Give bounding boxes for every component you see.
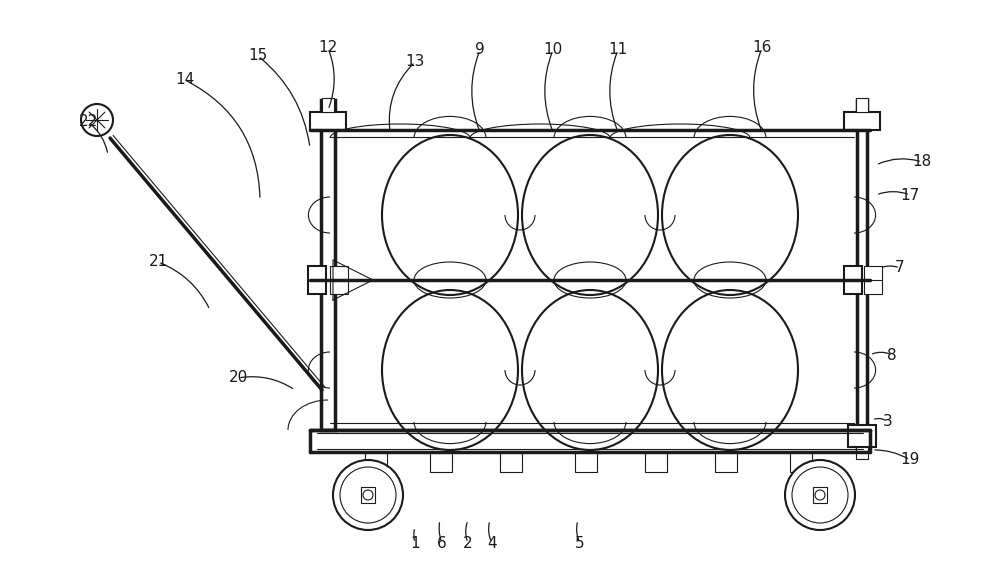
Text: 21: 21 [148, 254, 168, 269]
Text: 8: 8 [887, 347, 897, 363]
Bar [857, 100, 867, 452]
Text: 17: 17 [900, 187, 920, 202]
Bar [321, 100, 335, 430]
Bar [361, 487, 375, 503]
Bar [856, 447, 868, 459]
Bar [844, 266, 862, 294]
Text: 10: 10 [543, 42, 563, 57]
Bar [844, 112, 880, 130]
Text: 11: 11 [608, 42, 628, 57]
Bar [500, 452, 522, 472]
Text: 3: 3 [883, 414, 893, 430]
Text: 2: 2 [463, 536, 473, 551]
Text: 22: 22 [78, 115, 98, 129]
Bar [322, 98, 334, 112]
Text: 19: 19 [900, 453, 920, 468]
Bar [715, 452, 737, 472]
Text: 14: 14 [175, 73, 195, 88]
Bar [790, 452, 812, 472]
Bar [645, 452, 667, 472]
Text: 20: 20 [228, 371, 248, 386]
Bar [575, 452, 597, 472]
Text: 6: 6 [437, 536, 447, 551]
Bar [330, 266, 348, 294]
Bar [864, 266, 882, 294]
Bar [848, 425, 876, 447]
Circle shape [785, 460, 855, 530]
Text: 4: 4 [487, 536, 497, 551]
Bar [365, 452, 387, 472]
Bar [813, 487, 827, 503]
Text: 18: 18 [912, 155, 932, 170]
Text: 5: 5 [575, 536, 585, 551]
Text: 16: 16 [752, 41, 772, 56]
Bar [310, 112, 346, 130]
Bar [856, 98, 868, 112]
Text: 9: 9 [475, 42, 485, 57]
Text: 13: 13 [405, 54, 425, 69]
Circle shape [81, 104, 113, 136]
Text: 1: 1 [410, 536, 420, 551]
Text: 15: 15 [248, 49, 268, 64]
Text: 7: 7 [895, 261, 905, 276]
Bar [430, 452, 452, 472]
Text: 12: 12 [318, 41, 338, 56]
Circle shape [333, 460, 403, 530]
Bar [308, 266, 326, 294]
